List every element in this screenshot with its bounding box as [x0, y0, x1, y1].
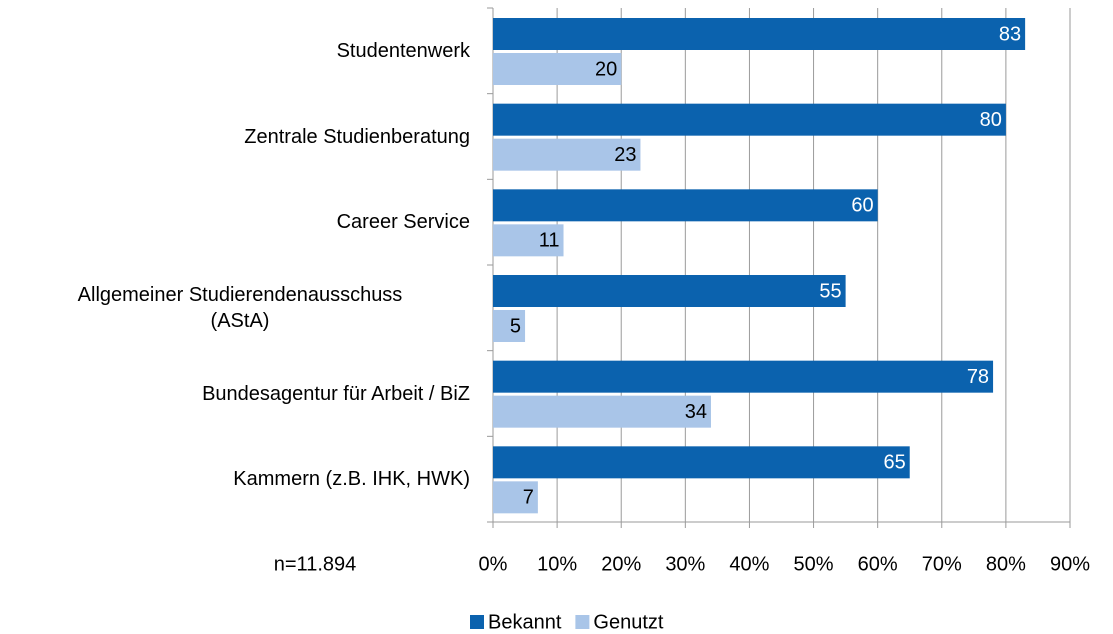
data-label: 65 [883, 452, 905, 474]
bar [493, 310, 526, 342]
bar [493, 395, 711, 428]
y-tick-label: Studentenwerk [336, 39, 470, 62]
bar [493, 481, 538, 514]
bar [493, 189, 878, 222]
legend-label: Genutzt [593, 611, 663, 633]
bar [493, 224, 564, 257]
annotation: n=11.894 [274, 553, 357, 575]
x-tick-label: 40% [729, 553, 769, 575]
data-label: 5 [510, 315, 521, 337]
legend-label: Bekannt [488, 611, 562, 633]
data-label: 20 [595, 58, 617, 80]
bar [493, 53, 622, 85]
y-tick-label: Zentrale Studienberatung [244, 125, 470, 148]
x-tick-label: 70% [922, 553, 962, 575]
legend-swatch [470, 615, 484, 629]
x-tick-label: 30% [665, 553, 705, 575]
x-tick-label: 90% [1050, 553, 1090, 575]
data-label: 11 [539, 230, 560, 252]
y-tick-label: Allgemeiner Studierendenausschuss (AStA) [77, 283, 403, 332]
data-label: 34 [685, 401, 707, 423]
data-label: 55 [819, 280, 841, 302]
x-tick-label: 50% [794, 553, 834, 575]
x-tick-label: 60% [858, 553, 898, 575]
x-tick-label: 10% [537, 553, 577, 575]
data-label: 83 [999, 23, 1021, 45]
y-tick-label: Career Service [336, 211, 470, 234]
bar [493, 360, 994, 393]
x-tick-label: 80% [986, 553, 1026, 575]
data-label: 23 [614, 144, 636, 166]
y-tick-label: Kammern (z.B. IHK, HWK) [233, 468, 470, 491]
x-tick-label: 0% [479, 553, 508, 575]
y-tick-label: Bundesagentur für Arbeit / BiZ [202, 382, 470, 405]
data-label: 80 [980, 109, 1002, 131]
bar [493, 103, 1006, 136]
bar [493, 275, 846, 307]
legend-swatch [575, 615, 590, 629]
bar [493, 446, 910, 479]
data-label: 60 [851, 195, 873, 217]
bar [493, 18, 1026, 50]
x-tick-label: 20% [601, 553, 641, 575]
data-label: 78 [967, 366, 989, 388]
bar [493, 138, 641, 171]
data-label: 7 [523, 487, 534, 509]
